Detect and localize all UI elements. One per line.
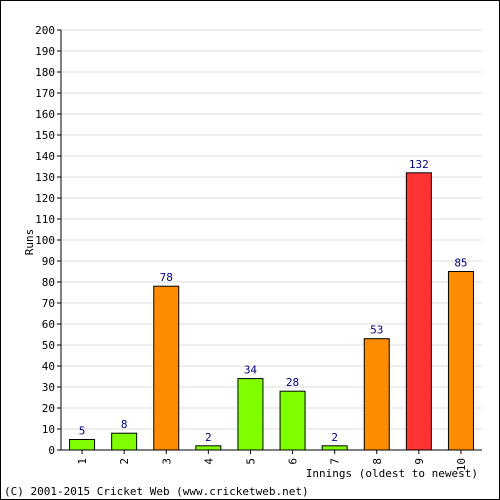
x-tick-label: 6 bbox=[287, 458, 300, 465]
bar bbox=[321, 445, 348, 451]
x-tick-label: 4 bbox=[202, 458, 215, 465]
bar bbox=[279, 390, 306, 451]
bar bbox=[363, 338, 390, 451]
copyright-footer: (C) 2001-2015 Cricket Web (www.cricketwe… bbox=[4, 485, 309, 498]
data-label: 28 bbox=[286, 376, 299, 389]
data-label: 2 bbox=[331, 431, 338, 444]
bar bbox=[195, 445, 222, 451]
y-tick-label: 30 bbox=[42, 381, 55, 394]
y-tick-label: 50 bbox=[42, 339, 55, 352]
y-tick-label: 10 bbox=[42, 423, 55, 436]
data-label: 85 bbox=[454, 257, 467, 270]
bar bbox=[153, 285, 180, 451]
y-tick-label: 80 bbox=[42, 276, 55, 289]
y-tick-label: 200 bbox=[35, 24, 55, 37]
y-tick-label: 150 bbox=[35, 129, 55, 142]
data-label: 132 bbox=[409, 158, 429, 171]
data-label: 34 bbox=[244, 364, 258, 377]
y-tick-label: 40 bbox=[42, 360, 55, 373]
y-tick-label: 160 bbox=[35, 108, 55, 121]
bar bbox=[405, 172, 432, 451]
x-tick-label: 7 bbox=[329, 458, 342, 465]
y-tick-label: 170 bbox=[35, 87, 55, 100]
y-tick-label: 180 bbox=[35, 66, 55, 79]
data-label: 8 bbox=[121, 418, 128, 431]
x-tick-label: 5 bbox=[244, 458, 257, 465]
y-tick-label: 90 bbox=[42, 255, 55, 268]
bar bbox=[111, 432, 138, 451]
y-tick-label: 0 bbox=[48, 444, 55, 457]
x-axis-title: Innings (oldest to newest) bbox=[306, 467, 478, 480]
y-tick-label: 140 bbox=[35, 150, 55, 163]
x-tick-label: 10 bbox=[455, 458, 468, 471]
data-label: 5 bbox=[79, 425, 86, 438]
bars bbox=[69, 172, 474, 451]
y-tick-label: 70 bbox=[42, 297, 55, 310]
y-tick-label: 60 bbox=[42, 318, 55, 331]
y-tick-label: 20 bbox=[42, 402, 55, 415]
data-label: 78 bbox=[160, 271, 173, 284]
y-tick-label: 100 bbox=[35, 234, 55, 247]
bar bbox=[447, 271, 474, 451]
x-tick-label: 3 bbox=[160, 458, 173, 465]
x-tick-label: 1 bbox=[76, 458, 89, 465]
axes bbox=[57, 29, 482, 454]
y-axis-title: Runs bbox=[23, 229, 36, 256]
y-tick-label: 130 bbox=[35, 171, 55, 184]
x-tick-label: 9 bbox=[413, 458, 426, 465]
labels: 0102030405060708090100110120130140150160… bbox=[35, 24, 468, 471]
data-label: 53 bbox=[370, 324, 383, 337]
y-tick-label: 120 bbox=[35, 192, 55, 205]
x-tick-label: 8 bbox=[371, 458, 384, 465]
data-label: 2 bbox=[205, 431, 212, 444]
bar bbox=[237, 378, 264, 451]
bar bbox=[69, 439, 96, 451]
y-tick-label: 190 bbox=[35, 45, 55, 58]
x-tick-label: 2 bbox=[118, 458, 131, 465]
y-tick-label: 110 bbox=[35, 213, 55, 226]
